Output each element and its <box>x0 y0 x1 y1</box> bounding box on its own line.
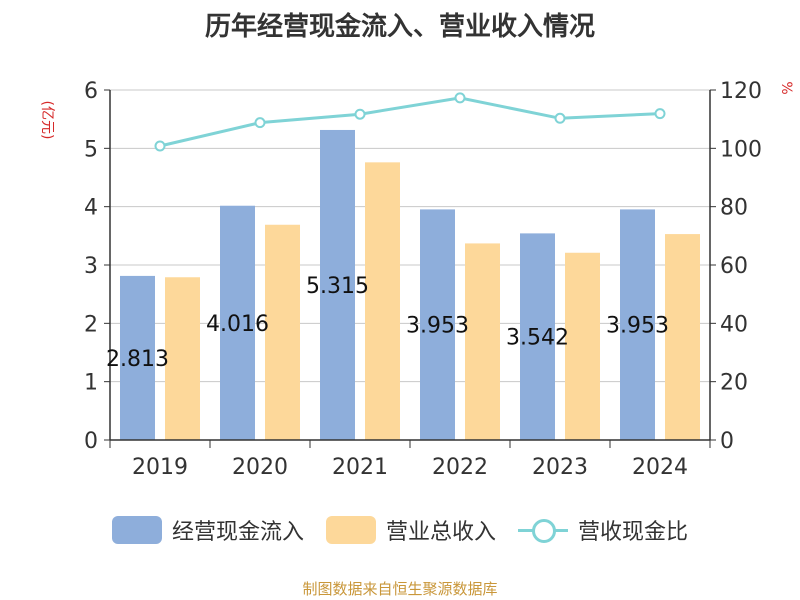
bar-revenue <box>565 252 600 440</box>
bar-revenue <box>365 162 400 441</box>
ratio-line <box>159 96 661 148</box>
ratio-point <box>154 140 166 152</box>
legend-item-cash-inflow[interactable]: 经营现金流入 <box>111 514 304 546</box>
bar-data-label: 5.315 <box>306 274 369 299</box>
bar-data-label: 4.016 <box>206 312 269 337</box>
y-left-tick-label: 4 <box>84 196 98 221</box>
legend-item-revenue[interactable]: 营业总收入 <box>325 514 496 546</box>
y-right-tick-label: 60 <box>720 254 748 279</box>
bar-data-label: 2.813 <box>106 347 169 372</box>
x-tick-label: 2020 <box>232 455 288 480</box>
bar-cash-inflow <box>520 233 555 440</box>
bar-data-label: 3.542 <box>506 326 569 351</box>
bar-revenue <box>665 234 700 440</box>
legend-swatch-revenue <box>325 516 376 544</box>
y-left-tick-label: 2 <box>84 312 98 337</box>
legend-label-revenue: 营业总收入 <box>385 520 496 545</box>
x-tick-label: 2021 <box>332 455 388 480</box>
bar-cash-inflow <box>320 129 355 441</box>
bar-data-label: 3.953 <box>606 314 669 339</box>
bar-revenue <box>165 277 200 440</box>
x-tick-label: 2019 <box>132 455 188 480</box>
y-right-tick-label: 0 <box>720 429 734 454</box>
legend-swatch-cash-inflow <box>111 516 162 544</box>
x-tick-label: 2022 <box>432 455 488 480</box>
y-right-tick-label: 100 <box>720 137 762 162</box>
bar-revenue <box>465 243 500 440</box>
ratio-point <box>554 112 566 124</box>
y-left-tick-label: 1 <box>84 371 98 396</box>
ratio-point <box>354 108 366 120</box>
y-right-tick-label: 80 <box>720 196 748 221</box>
chart-title: 历年经营现金流入、营业收入情况 <box>204 12 595 42</box>
bar-data-label: 3.953 <box>406 314 469 339</box>
ratio-point <box>454 92 466 104</box>
bar-cash-inflow <box>420 209 455 440</box>
y-left-tick-label: 3 <box>84 254 98 279</box>
y-right-tick-label: 120 <box>720 79 762 104</box>
legend-label-ratio: 营收现金比 <box>578 520 689 545</box>
y-right-tick-label: 20 <box>720 371 748 396</box>
x-tick-label: 2023 <box>532 455 588 480</box>
bar-revenue <box>265 224 300 440</box>
ratio-point <box>254 117 266 129</box>
x-tick-label: 2024 <box>632 455 688 480</box>
y-left-tick-label: 0 <box>84 429 98 454</box>
y-left-tick-label: 6 <box>84 79 98 104</box>
legend-item-ratio[interactable]: 营收现金比 <box>518 514 688 546</box>
legend: 经营现金流入 营业总收入 营收现金比 <box>0 514 800 546</box>
bar-cash-inflow <box>220 205 255 440</box>
data-source: 制图数据来自恒生聚源数据库 <box>302 580 498 598</box>
ratio-point <box>654 108 666 120</box>
y-right-tick-label: 40 <box>720 312 748 337</box>
y-left-tick-label: 5 <box>84 137 98 162</box>
bar-cash-inflow <box>120 275 155 440</box>
bar-cash-inflow <box>620 209 655 440</box>
legend-label-cash-inflow: 经营现金流入 <box>171 520 304 545</box>
legend-swatch-ratio <box>518 516 568 544</box>
